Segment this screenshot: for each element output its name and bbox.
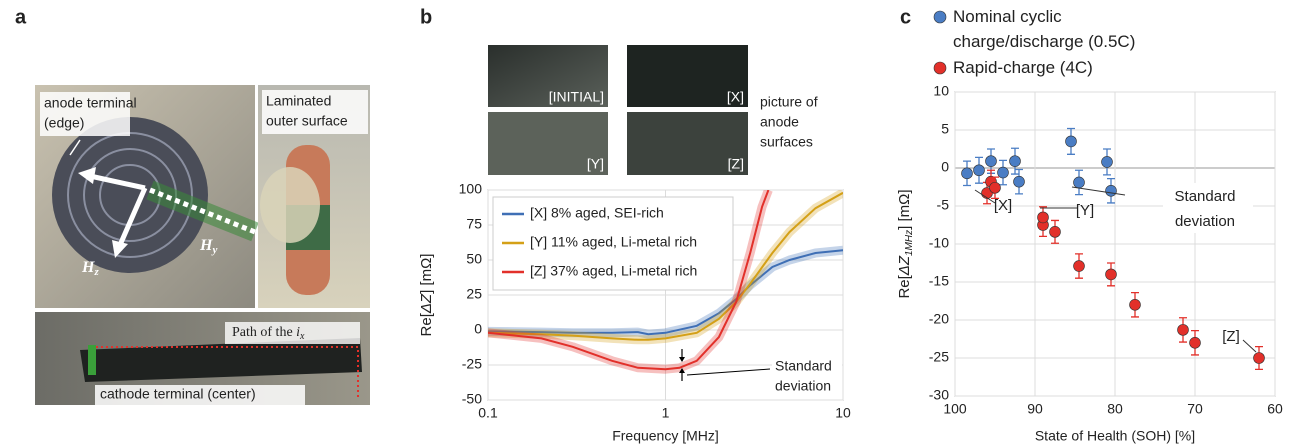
point: [962, 168, 973, 179]
label-part: Re[: [418, 312, 435, 336]
y-tick-label: -10: [929, 235, 949, 251]
x-axis-title: State of Health (SOH) [%]: [1035, 428, 1195, 444]
point: [998, 167, 1009, 178]
label-part: ΔZ: [418, 293, 435, 314]
photo-label: Laminated: [266, 93, 331, 109]
label-part: 1MHz: [904, 230, 915, 256]
x-tick-label: 10: [835, 405, 851, 421]
figure: a b c anode terminal (edge) Hz Hy Lamina…: [0, 0, 1304, 447]
annotation: [X]: [994, 197, 1012, 214]
photo-label: Path of the ix: [232, 325, 305, 342]
x-tick-label: 70: [1187, 401, 1203, 417]
legend-marker: [934, 62, 946, 74]
label-part: ] [mΩ]: [896, 189, 913, 229]
x-tick-label: 1: [662, 405, 670, 421]
annotation: [Y]: [1076, 202, 1094, 219]
y-tick-label: -20: [929, 311, 949, 327]
y-tick-label: 75: [466, 216, 482, 232]
label-part: H: [199, 237, 213, 254]
photo-label: outer surface: [266, 113, 348, 129]
photo-label: [Z]: [728, 156, 744, 172]
legend-entry: Nominal cyclic charge/discharge (0.5C): [953, 4, 1163, 56]
y-tick-label: 0: [474, 321, 482, 337]
annotation: [Z]: [1222, 328, 1240, 345]
legend-label: [X] 8% aged, SEI-rich: [530, 205, 664, 221]
point: [1066, 136, 1077, 147]
legend-label: Nominal cyclic charge/discharge (0.5C): [953, 4, 1163, 54]
point: [974, 165, 985, 176]
x-tick-label: 80: [1107, 401, 1123, 417]
panel-label: b: [420, 6, 432, 28]
photo-label: [Y]: [587, 156, 604, 172]
point: [1130, 299, 1141, 310]
photo-caption: surfaces: [760, 134, 813, 150]
panel-label: c: [900, 6, 911, 28]
y-axis-title: Re[ΔZ1MHz] [mΩ]: [896, 189, 915, 298]
panel-label: a: [15, 6, 27, 28]
y-tick-label: 25: [466, 286, 482, 302]
photo-label: (edge): [44, 115, 84, 131]
y-tick-label: 100: [459, 181, 483, 197]
x-tick-label: 90: [1027, 401, 1043, 417]
point: [1106, 269, 1117, 280]
point: [1106, 185, 1117, 196]
x-axis-title: Frequency [MHz]: [612, 428, 719, 444]
y-tick-label: -25: [929, 349, 949, 365]
label-part: ΔZ: [896, 255, 913, 276]
point: [1038, 212, 1049, 223]
legend-marker: [934, 11, 946, 23]
annotation: deviation: [1175, 213, 1235, 230]
label-part: z: [93, 266, 99, 278]
point: [1074, 177, 1085, 188]
annotation: Standard: [775, 358, 832, 374]
y-tick-label: 10: [933, 83, 949, 99]
label-part: Re[: [896, 274, 913, 298]
y-tick-label: 50: [466, 251, 482, 267]
point: [1074, 261, 1085, 272]
label-part: x: [299, 331, 305, 342]
legend-label: Rapid-charge (4C): [953, 55, 1163, 80]
point: [990, 182, 1001, 193]
y-tick-label: -5: [937, 197, 950, 213]
point: [986, 156, 997, 167]
point: [1102, 156, 1113, 167]
label-part: H: [81, 259, 95, 276]
point: [1010, 156, 1021, 167]
annotation: Standard: [1175, 188, 1236, 205]
photo-caption: picture of: [760, 94, 818, 110]
point: [1190, 337, 1201, 348]
x-tick-label: 60: [1267, 401, 1283, 417]
annotation: deviation: [775, 378, 831, 394]
legend-label: [Z] 37% aged, Li-metal rich: [530, 263, 697, 279]
photo-caption: anode: [760, 114, 799, 130]
y-tick-label: 0: [941, 159, 949, 175]
point: [1014, 176, 1025, 187]
y-tick-label: -15: [929, 273, 949, 289]
legend-entry: Rapid-charge (4C): [953, 55, 1163, 107]
label-part: y: [210, 244, 217, 256]
label-part: Path of the: [232, 325, 296, 340]
point: [1254, 353, 1265, 364]
point: [1050, 226, 1061, 237]
photo-label: cathode terminal (center): [100, 386, 256, 402]
y-axis-title: Re[ΔZ] [mΩ]: [418, 254, 435, 337]
y-tick-label: -25: [462, 356, 482, 372]
photo-label: [INITIAL]: [549, 89, 604, 105]
x-tick-label: 0.1: [478, 405, 498, 421]
x-tick-label: 100: [943, 401, 967, 417]
label-part: ] [mΩ]: [418, 254, 435, 294]
photo-label: anode terminal: [44, 95, 137, 111]
legend-label: [Y] 11% aged, Li-metal rich: [530, 234, 697, 250]
photo-label: [X]: [727, 89, 744, 105]
point: [1178, 324, 1189, 335]
y-tick-label: 5: [941, 121, 949, 137]
